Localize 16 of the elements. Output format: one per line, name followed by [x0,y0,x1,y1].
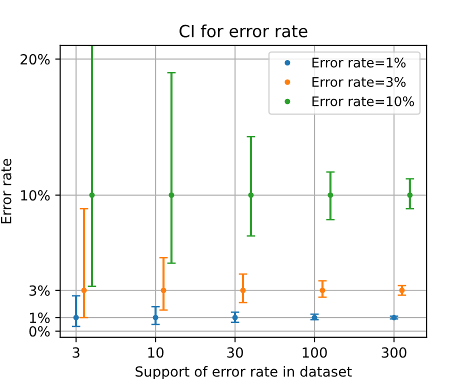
x-tick-label: 100 [302,347,327,358]
y-tick-label: 1% [30,312,50,324]
chart-title: CI for error rate [180,24,308,38]
legend-label: Error rate=3% [312,76,406,87]
y-tick-label: 10% [21,190,50,201]
x-axis-title: Support of error rate in dataset [136,366,352,379]
y-tick-label: 20% [20,54,50,65]
x-tick-label: 10 [148,347,164,358]
x-tick-label: 30 [227,347,243,358]
y-tick-label: 3% [30,285,50,296]
legend-label: Error rate=10% [312,96,414,106]
x-tick-label: 300 [382,347,406,358]
legend-label: Error rate=1% [312,58,406,68]
x-tick-label: 3 [72,347,80,358]
y-axis-title: Error rate [1,158,12,224]
y-tick-label: 0% [29,326,50,337]
